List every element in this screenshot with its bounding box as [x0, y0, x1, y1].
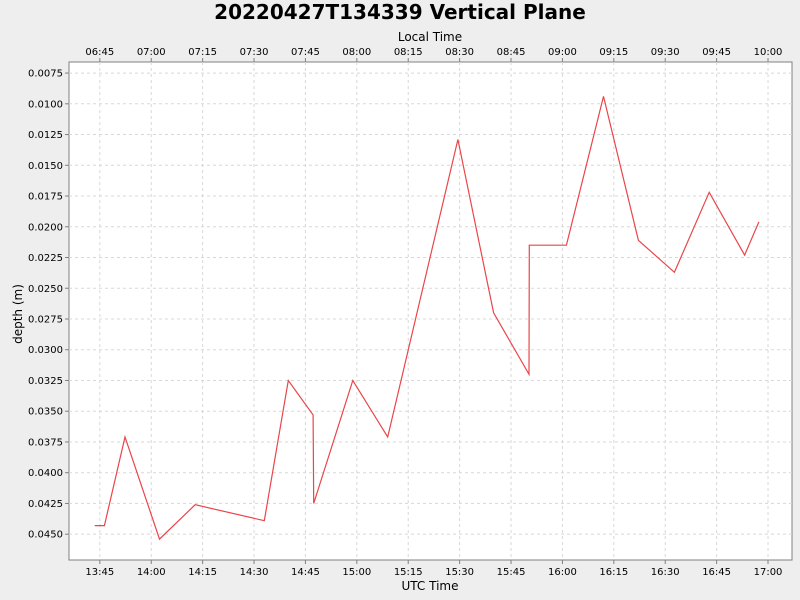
y-tick-label: 0.0250	[28, 284, 63, 295]
x-tick-label: 16:45	[702, 567, 731, 578]
y-tick-label: 0.0400	[28, 468, 63, 479]
y-tick-label: 0.0450	[28, 530, 63, 541]
x-tick-label: 15:00	[342, 567, 371, 578]
y-axis-label: depth (m)	[11, 284, 25, 344]
x2-tick-label: 09:30	[651, 47, 680, 58]
y-tick-label: 0.0150	[28, 161, 63, 172]
x-tick-label: 15:30	[445, 567, 474, 578]
y-tick-label: 0.0300	[28, 345, 63, 356]
y-tick-label: 0.0225	[28, 253, 63, 264]
x-tick-label: 16:15	[599, 567, 628, 578]
x-tick-label: 16:30	[651, 567, 680, 578]
y-tick-label: 0.0425	[28, 499, 63, 510]
x-tick-label: 13:45	[85, 567, 114, 578]
x2-tick-label: 07:15	[188, 47, 217, 58]
x2-tick-label: 10:00	[754, 47, 783, 58]
x2-tick-label: 09:15	[599, 47, 628, 58]
x2-tick-label: 06:45	[85, 47, 114, 58]
top-axis-label: Local Time	[398, 30, 462, 44]
grid-lines	[69, 62, 792, 560]
x-tick-label: 14:45	[291, 567, 320, 578]
x-tick-label: 15:45	[497, 567, 526, 578]
bottom-axis-label: UTC Time	[402, 579, 459, 593]
x2-tick-label: 07:30	[240, 47, 269, 58]
y-tick-label: 0.0175	[28, 192, 63, 203]
axis-ticks: 13:45 06:45 14:00 07:00 14:15 07:15 14:30 07:30…	[28, 47, 782, 578]
x-tick-label: 16:00	[548, 567, 577, 578]
y-tick-label: 0.0275	[28, 314, 63, 325]
x2-tick-label: 08:15	[394, 47, 423, 58]
x2-tick-label: 08:00	[342, 47, 371, 58]
x-tick-label: 15:15	[394, 567, 423, 578]
x-tick-label: 14:15	[188, 567, 217, 578]
x2-tick-label: 09:00	[548, 47, 577, 58]
y-tick-label: 0.0325	[28, 376, 63, 387]
x-tick-label: 14:30	[240, 567, 269, 578]
y-tick-label: 0.0100	[28, 99, 63, 110]
x2-tick-label: 08:45	[497, 47, 526, 58]
x2-tick-label: 07:45	[291, 47, 320, 58]
x2-tick-label: 08:30	[445, 47, 474, 58]
chart-title: 20220427T134339 Vertical Plane	[214, 0, 586, 24]
series-line-0	[94, 96, 760, 541]
y-tick-label: 0.0125	[28, 130, 63, 141]
series-layer	[94, 96, 760, 541]
y-tick-label: 0.0075	[28, 69, 63, 80]
y-tick-label: 0.0200	[28, 222, 63, 233]
plot-area	[68, 61, 793, 561]
x2-tick-label: 09:45	[702, 47, 731, 58]
y-tick-label: 0.0375	[28, 437, 63, 448]
x-tick-label: 14:00	[137, 567, 166, 578]
y-tick-label: 0.0350	[28, 407, 63, 418]
x2-tick-label: 07:00	[137, 47, 166, 58]
x-tick-label: 17:00	[754, 567, 783, 578]
